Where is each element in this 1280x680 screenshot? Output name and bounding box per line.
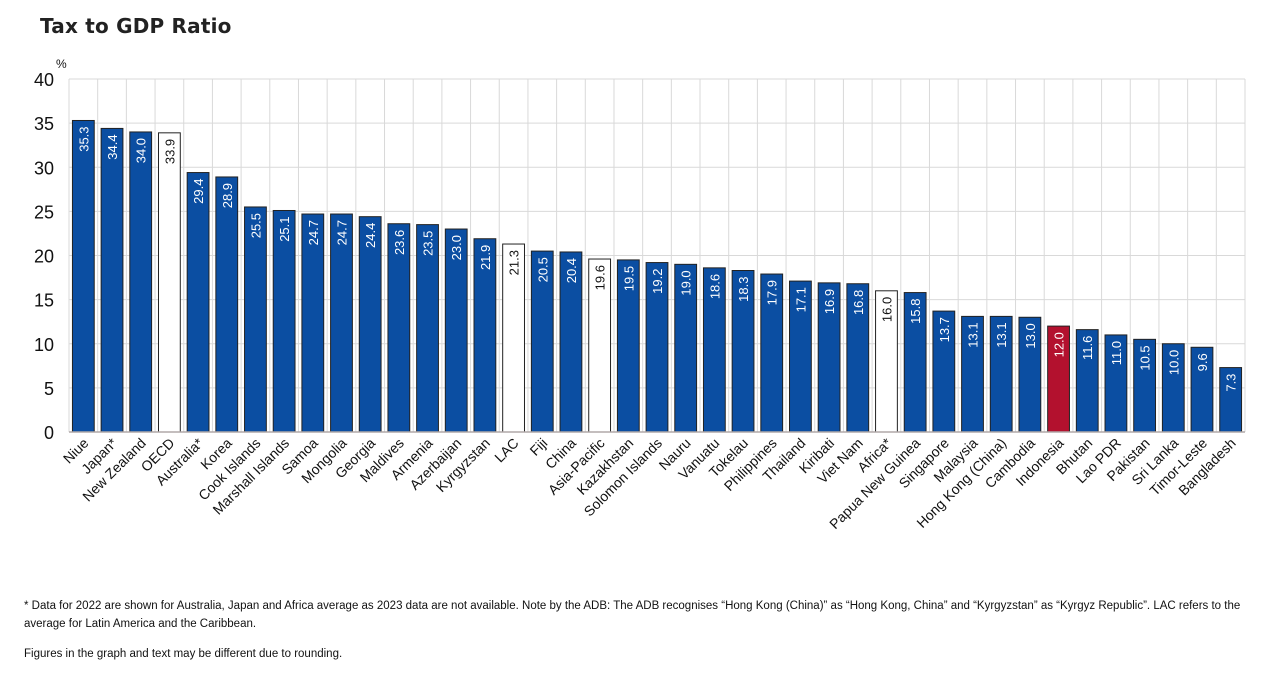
data-label: 19.0 (679, 270, 694, 295)
data-label: 21.9 (478, 245, 493, 270)
data-label: 28.9 (220, 183, 235, 208)
footnote-data-note: * Data for 2022 are shown for Australia,… (24, 600, 1241, 630)
y-tick-label: 5 (44, 379, 54, 399)
data-label: 16.0 (879, 297, 894, 322)
data-label: 19.5 (621, 266, 636, 291)
chart-title: Tax to GDP Ratio (40, 14, 232, 38)
data-label: 12.0 (1052, 332, 1067, 357)
y-tick-label: 15 (34, 291, 54, 311)
y-tick-label: 25 (34, 202, 54, 222)
data-label: 11.6 (1080, 336, 1095, 360)
data-label: 17.1 (793, 287, 808, 312)
bar-cook-islands (244, 206, 267, 433)
data-label: 24.7 (306, 220, 321, 245)
data-label: 34.4 (105, 134, 120, 159)
data-label: 20.5 (535, 257, 550, 282)
bar-chart: 0510152025303540%35.3Niue34.4Japan*34.0N… (34, 57, 1246, 532)
data-label: 19.6 (593, 265, 608, 290)
data-label: 29.4 (191, 179, 206, 204)
data-label: 24.7 (334, 220, 349, 245)
bar-new-zealand (129, 131, 153, 433)
data-label: 20.4 (564, 258, 579, 283)
data-label: 17.9 (765, 280, 780, 305)
y-tick-label: 30 (34, 158, 54, 178)
data-label: 16.9 (822, 289, 837, 314)
data-label: 33.9 (162, 139, 177, 164)
data-label: 18.6 (707, 274, 722, 299)
bar-niue (71, 119, 95, 433)
bar-oecd (157, 132, 181, 433)
data-label: 21.3 (507, 250, 522, 275)
footnote-rounding: Figures in the graph and text may be dif… (24, 648, 343, 660)
data-label: 23.5 (421, 231, 436, 256)
data-label: 10.0 (1166, 350, 1181, 375)
bar-marshall-islands (272, 209, 296, 433)
data-label: 10.5 (1138, 345, 1153, 370)
y-tick-label: 35 (34, 114, 54, 134)
y-tick-label: 0 (44, 423, 54, 443)
data-label: 7.3 (1224, 374, 1239, 392)
data-label: 24.4 (363, 223, 378, 248)
data-label: 9.6 (1195, 353, 1210, 371)
y-tick-label: 20 (34, 247, 54, 267)
data-label: 13.1 (966, 322, 981, 347)
bar-georgia (358, 216, 382, 433)
data-label: 13.0 (1023, 323, 1038, 348)
data-label: 13.7 (937, 317, 952, 342)
data-label: 25.5 (248, 213, 263, 238)
bar-korea (215, 176, 239, 433)
bar-japan (100, 127, 124, 433)
bar-australia (186, 172, 210, 433)
y-tick-label: 40 (34, 70, 54, 90)
bar-samoa (301, 213, 325, 433)
data-label: 34.0 (134, 138, 149, 163)
bar-mongolia (330, 213, 353, 433)
data-label: 13.1 (994, 322, 1009, 347)
x-tick-label: LAC (491, 435, 522, 466)
data-label: 35.3 (76, 126, 91, 151)
data-label: 23.0 (449, 235, 464, 260)
data-label: 19.2 (650, 269, 665, 294)
data-label: 16.8 (851, 290, 866, 315)
data-label: 15.8 (908, 299, 923, 324)
data-label: 11.0 (1109, 341, 1124, 365)
y-tick-label: 10 (34, 335, 54, 355)
data-label: 25.1 (277, 216, 292, 241)
y-axis-unit: % (56, 57, 67, 71)
data-label: 23.6 (392, 230, 407, 255)
data-label: 18.3 (736, 277, 751, 302)
